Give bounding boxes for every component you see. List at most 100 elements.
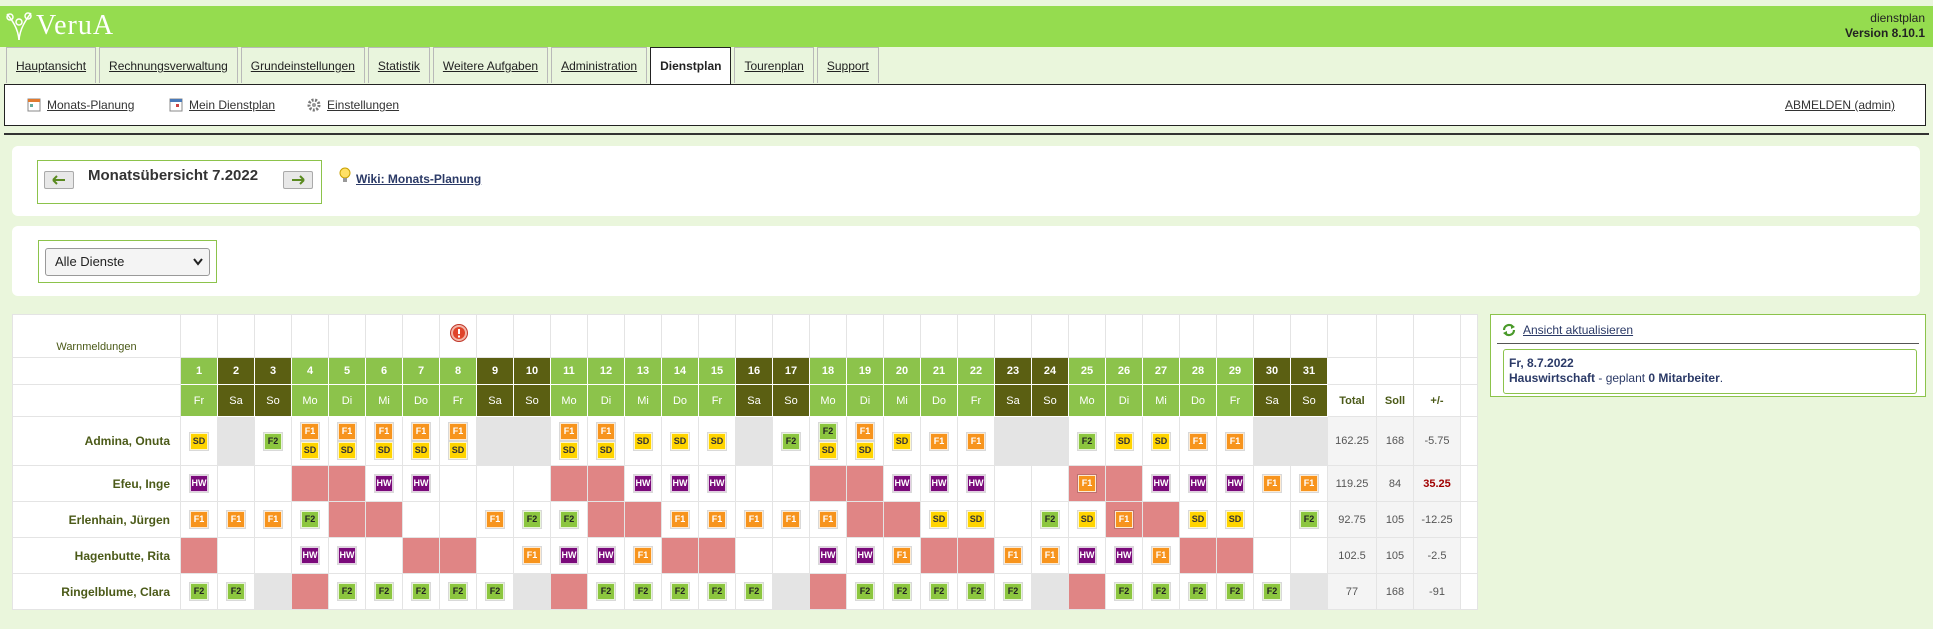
shift-chip[interactable]: F2 — [1226, 583, 1244, 600]
day-cell[interactable] — [661, 537, 699, 574]
day-cell[interactable]: F2 — [217, 573, 255, 610]
shift-chip[interactable]: F2 — [893, 583, 911, 600]
day-cell[interactable]: F1 SD — [846, 416, 884, 466]
shift-chip[interactable]: SD — [560, 442, 578, 459]
day-cell[interactable] — [254, 573, 292, 610]
day-cell[interactable]: F1 SD — [550, 416, 588, 466]
day-cell[interactable]: F1 — [661, 501, 699, 538]
day-cell[interactable]: F1 SD — [402, 416, 440, 466]
shift-chip[interactable]: SD — [1226, 511, 1244, 528]
day-cell[interactable] — [439, 537, 477, 574]
day-cell[interactable]: F1 — [883, 537, 921, 574]
shift-chip[interactable]: SD — [449, 442, 467, 459]
shift-chip[interactable]: F1 — [523, 547, 541, 564]
day-cell[interactable] — [291, 573, 329, 610]
shift-chip[interactable]: F1 — [449, 423, 467, 440]
shift-chip[interactable]: F1 — [1041, 547, 1059, 564]
prev-button[interactable] — [44, 171, 74, 189]
day-cell[interactable]: F2 — [1253, 573, 1291, 610]
day-cell[interactable] — [1290, 537, 1328, 574]
day-cell[interactable]: F1 — [1142, 537, 1180, 574]
shift-chip[interactable]: F2 — [523, 511, 541, 528]
day-cell[interactable]: F2 — [624, 573, 662, 610]
shift-chip[interactable]: F2 — [1300, 511, 1318, 528]
day-cell[interactable] — [1290, 416, 1328, 466]
shift-chip[interactable]: F1 — [190, 511, 208, 528]
day-cell[interactable]: F1 SD — [587, 416, 625, 466]
shift-chip[interactable]: SD — [893, 432, 911, 450]
shift-chip[interactable]: HW — [930, 475, 948, 492]
day-cell[interactable] — [809, 465, 847, 502]
shift-chip[interactable]: F1 — [1226, 432, 1244, 450]
shift-chip[interactable]: F1 — [1004, 547, 1022, 564]
shift-chip[interactable]: F1 — [1300, 475, 1318, 492]
warning-icon[interactable] — [449, 323, 469, 343]
link-text[interactable]: Monats-Planung — [47, 98, 135, 112]
day-cell[interactable] — [1253, 501, 1291, 538]
day-cell[interactable]: HW — [1142, 465, 1180, 502]
day-cell[interactable]: F2 — [735, 573, 773, 610]
employee-name[interactable]: Admina, Onuta — [12, 416, 181, 466]
day-cell[interactable] — [1290, 573, 1328, 610]
day-cell[interactable] — [698, 537, 736, 574]
day-cell[interactable] — [846, 465, 884, 502]
shift-chip[interactable]: SD — [338, 442, 356, 459]
day-cell[interactable] — [550, 465, 588, 502]
day-cell[interactable]: F2 — [846, 573, 884, 610]
day-cell[interactable] — [1253, 416, 1291, 466]
day-cell[interactable] — [735, 416, 773, 466]
shift-chip[interactable]: F1 — [301, 423, 319, 440]
day-cell[interactable] — [1031, 573, 1069, 610]
day-cell[interactable]: HW — [402, 465, 440, 502]
day-cell[interactable]: HW — [180, 465, 218, 502]
day-cell[interactable] — [476, 465, 514, 502]
employee-name[interactable]: Ringelblume, Clara — [12, 573, 181, 610]
day-cell[interactable] — [846, 501, 884, 538]
shift-chip[interactable]: F2 — [967, 583, 985, 600]
day-cell[interactable]: F1 — [772, 501, 810, 538]
shift-chip[interactable]: HW — [597, 547, 615, 564]
shift-chip[interactable]: F1 — [893, 547, 911, 564]
shift-chip[interactable]: F1 — [264, 511, 282, 528]
shift-chip[interactable]: F1 — [967, 432, 985, 450]
day-cell[interactable]: F2 — [1031, 501, 1069, 538]
day-cell[interactable] — [624, 501, 662, 538]
shift-chip[interactable]: F2 — [560, 511, 578, 528]
day-cell[interactable]: HW — [624, 465, 662, 502]
shift-chip[interactable]: F2 — [671, 583, 689, 600]
shift-chip[interactable]: SD — [1115, 432, 1133, 450]
day-cell[interactable] — [1216, 537, 1254, 574]
day-cell[interactable]: SD — [1142, 416, 1180, 466]
shift-chip[interactable]: F1 — [412, 423, 430, 440]
day-cell[interactable]: F1 — [698, 501, 736, 538]
day-cell[interactable] — [217, 537, 255, 574]
day-cell[interactable]: F1 — [476, 501, 514, 538]
shift-chip[interactable]: F2 — [375, 583, 393, 600]
day-cell[interactable]: F2 — [1290, 501, 1328, 538]
day-cell[interactable]: HW — [920, 465, 958, 502]
shift-chip[interactable]: F1 — [1078, 475, 1096, 492]
shift-chip[interactable]: F1 — [1189, 432, 1207, 450]
shift-chip[interactable]: SD — [190, 432, 208, 450]
day-cell[interactable]: F2 — [365, 573, 403, 610]
day-cell[interactable]: F1 — [624, 537, 662, 574]
day-cell[interactable] — [217, 416, 255, 466]
day-cell[interactable]: F1 — [1068, 465, 1106, 502]
shift-chip[interactable]: F2 — [819, 423, 837, 440]
day-cell[interactable] — [550, 573, 588, 610]
shift-chip[interactable]: HW — [671, 475, 689, 492]
day-cell[interactable]: HW — [365, 465, 403, 502]
day-cell[interactable]: F1 — [1290, 465, 1328, 502]
day-cell[interactable]: F1 SD — [439, 416, 477, 466]
day-cell[interactable]: F1 SD — [291, 416, 329, 466]
day-cell[interactable]: F1 — [994, 537, 1032, 574]
day-cell[interactable] — [883, 501, 921, 538]
shift-chip[interactable]: F2 — [190, 583, 208, 600]
day-cell[interactable]: F2 — [180, 573, 218, 610]
shift-chip[interactable]: F2 — [1189, 583, 1207, 600]
day-cell[interactable]: F2 — [1179, 573, 1217, 610]
shift-chip[interactable]: SD — [856, 442, 874, 459]
day-cell[interactable]: F2 — [698, 573, 736, 610]
day-cell[interactable]: HW — [1216, 465, 1254, 502]
day-cell[interactable]: F2 — [513, 501, 551, 538]
